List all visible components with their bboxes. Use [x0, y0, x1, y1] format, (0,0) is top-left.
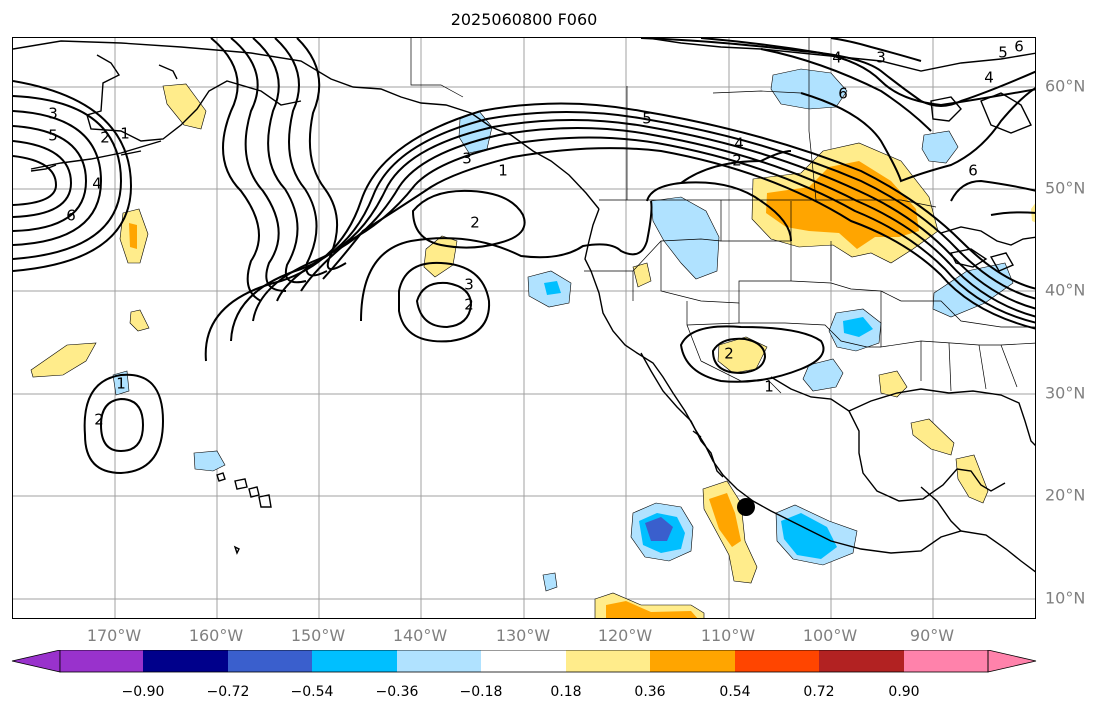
contour-label: 4 [984, 69, 994, 87]
longitude-label: 90°W [909, 626, 955, 645]
shade-positive [955, 454, 989, 504]
shade-positive [162, 83, 207, 130]
longitude-label: 160°W [188, 626, 244, 645]
contour-label: 6 [838, 85, 848, 103]
colorbar-segment [650, 650, 735, 672]
colorbar-segment [735, 650, 819, 672]
shade-positive [878, 370, 908, 398]
latitude-label: 50°N [1045, 178, 1086, 198]
contour-label: 1 [498, 162, 508, 180]
storm-center-marker [737, 498, 755, 516]
colorbar-segment [566, 650, 650, 672]
contour-label: 2 [732, 152, 742, 170]
shade-positive [30, 342, 97, 378]
contour-label: 4 [832, 49, 842, 67]
longitude-label: 140°W [392, 626, 448, 645]
colorbar [11, 650, 1037, 673]
colorbar-segment [904, 650, 988, 672]
longitude-label: 170°W [86, 626, 142, 645]
height-contours [13, 38, 1035, 475]
contour-label: 2 [100, 129, 110, 147]
longitude-label: 150°W [290, 626, 346, 645]
colorbar-segment [397, 650, 481, 672]
contour-label: 5 [642, 110, 652, 128]
colorbar-tick-label: −0.90 [121, 684, 165, 700]
contour-label: 2 [94, 411, 104, 429]
contour-label: 2 [470, 214, 480, 232]
contour-label: 3 [462, 150, 472, 168]
colorbar-segment [481, 650, 566, 672]
shade-positive [606, 601, 698, 618]
contour-label: 1 [764, 378, 774, 396]
shade-negative [921, 130, 959, 164]
shade-negative [112, 370, 130, 396]
shade-positive [910, 418, 955, 456]
colorbar-tick-label: −0.54 [290, 684, 334, 700]
shade-positive [129, 309, 150, 332]
latitude-label: 10°N [1045, 588, 1086, 608]
colorbar-tick-label: −0.36 [375, 684, 419, 700]
contour-label: 5 [48, 127, 58, 145]
colorbar-tick-label: 0.72 [803, 684, 835, 700]
latitude-label: 40°N [1045, 280, 1086, 300]
colorbar-segment [60, 650, 143, 672]
contour-label: 2 [464, 296, 474, 314]
contour-label: 3 [876, 49, 886, 67]
shade-negative [781, 513, 837, 559]
colorbar-segment [312, 650, 397, 672]
shade-negative [843, 317, 873, 337]
contour-label: 3 [48, 105, 58, 123]
colorbar-outline [59, 650, 989, 673]
longitude-label: 100°W [802, 626, 858, 645]
colorbar-tick-label: −0.72 [206, 684, 250, 700]
shade-negative [542, 572, 558, 592]
colorbar-segment [228, 650, 312, 672]
shade-negative [645, 517, 673, 541]
contour-label: 6 [66, 207, 76, 225]
colorbar-segment [143, 650, 228, 672]
contour-label: 3 [464, 276, 474, 294]
shade-positive [129, 223, 137, 249]
colorbar-tick-label: 0.90 [888, 684, 920, 700]
state-borders [410, 38, 1035, 394]
shade-positive [709, 493, 741, 547]
contour-label: 5 [998, 44, 1008, 62]
contour-label: 6 [968, 162, 978, 180]
contour-label: 1 [120, 125, 130, 143]
shade-negative [932, 262, 1014, 318]
colorbar-tick-label: −0.18 [459, 684, 503, 700]
colorbar-extend-low [11, 650, 61, 673]
shade-negative [193, 450, 226, 472]
longitude-label: 120°W [597, 626, 653, 645]
colorbar-segment [819, 650, 904, 672]
longitude-label: 110°W [700, 626, 756, 645]
shade-negative [802, 358, 844, 392]
colorbar-segments [11, 650, 1037, 673]
colorbar-extend-high [987, 650, 1037, 673]
contour-label: 1 [116, 375, 126, 393]
contour-label: 4 [734, 135, 744, 153]
contour-label: 6 [1014, 38, 1024, 56]
contour-label: 4 [92, 175, 102, 193]
latitude-label: 20°N [1045, 485, 1086, 505]
colorbar-tick-label: 0.18 [550, 684, 582, 700]
colorbar-tick-label: 0.36 [634, 684, 666, 700]
shade-negative [544, 281, 561, 295]
colorbar-tick-label: 0.54 [719, 684, 751, 700]
shade-positive [423, 235, 458, 278]
graticule-grid [13, 38, 1035, 618]
shade-negative [650, 196, 720, 280]
longitude-label: 130°W [495, 626, 551, 645]
latitude-label: 30°N [1045, 383, 1086, 403]
map-title: 2025060800 F060 [450, 10, 598, 29]
shade-positive [632, 262, 652, 288]
latitude-label: 60°N [1045, 76, 1086, 96]
contour-label: 2 [724, 345, 734, 363]
